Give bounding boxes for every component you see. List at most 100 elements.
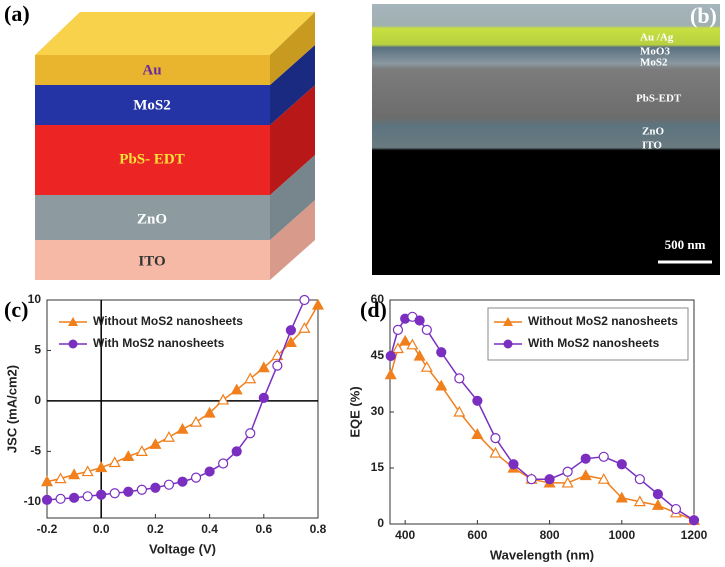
marker — [311, 298, 325, 310]
marker — [385, 350, 396, 362]
x-tick-label: 400 — [395, 528, 415, 542]
marker — [634, 474, 645, 485]
marker — [616, 459, 627, 470]
marker — [218, 458, 229, 469]
x-axis-label: Voltage (V) — [149, 541, 216, 556]
y-tick-label: 0 — [377, 516, 384, 530]
marker — [231, 446, 242, 457]
marker — [245, 428, 256, 439]
marker — [615, 491, 628, 503]
marker — [598, 451, 609, 462]
y-tick-label: -5 — [30, 444, 41, 458]
plot-frame — [46, 299, 319, 519]
legend-marker — [503, 317, 513, 326]
panel-label: (d) — [360, 297, 387, 322]
marker — [298, 322, 311, 333]
marker — [257, 361, 270, 373]
marker — [688, 515, 700, 526]
marker — [109, 488, 120, 499]
marker — [190, 415, 203, 427]
layer-label: MoS2 — [133, 97, 171, 113]
sem-image — [372, 4, 720, 275]
marker — [471, 428, 484, 439]
panel-label: (a) — [4, 1, 30, 26]
marker — [561, 476, 574, 488]
y-tick-label: 0 — [34, 393, 41, 407]
marker — [580, 453, 591, 464]
marker — [413, 349, 426, 361]
marker — [526, 474, 537, 485]
marker — [285, 325, 296, 336]
marker — [436, 347, 447, 358]
marker — [597, 472, 610, 484]
marker — [453, 405, 466, 417]
scale-label: 500 nm — [665, 237, 706, 252]
marker — [204, 466, 215, 477]
marker — [203, 406, 216, 418]
marker — [54, 472, 67, 484]
layer-label: PbS- EDT — [119, 151, 184, 167]
marker — [150, 482, 161, 493]
y-tick-label: 5 — [34, 343, 41, 357]
marker — [272, 360, 283, 371]
marker — [162, 431, 175, 442]
marker — [435, 379, 448, 391]
legend-marker — [68, 317, 78, 326]
marker — [651, 499, 664, 510]
panel-label: (c) — [4, 297, 28, 322]
layer-label: Au — [142, 62, 161, 78]
marker — [82, 491, 93, 502]
series-line — [389, 340, 695, 521]
x-tick-label: 1000 — [608, 528, 635, 542]
marker — [414, 315, 425, 326]
marker — [149, 438, 162, 449]
x-tick-label: 0.6 — [255, 522, 272, 536]
marker — [299, 294, 310, 306]
legend-label: With MoS2 nanosheets — [528, 336, 660, 350]
marker — [562, 466, 573, 477]
y-tick-label: -10 — [24, 494, 42, 508]
marker — [633, 495, 646, 507]
marker — [41, 494, 53, 505]
x-tick-label: 600 — [467, 528, 487, 542]
x-axis-label: Wavelength (nm) — [490, 547, 594, 562]
y-tick-label: 45 — [371, 348, 385, 362]
marker — [135, 445, 148, 456]
layer-label: ITO — [138, 253, 165, 269]
y-axis-label: EQE (%) — [347, 386, 362, 437]
marker — [81, 465, 94, 477]
marker — [399, 334, 412, 346]
marker — [122, 450, 135, 462]
layer-label: ITO — [642, 140, 662, 152]
layer-label: PbS-EDT — [636, 93, 682, 105]
layer-label: MoS2 — [640, 57, 668, 69]
layer-label: ZnO — [137, 211, 167, 227]
x-tick-label: 0.2 — [147, 522, 164, 536]
marker — [579, 469, 592, 481]
marker — [123, 486, 134, 497]
legend-label: Without MoS2 nanosheets — [528, 314, 678, 328]
legend-marker — [503, 339, 513, 349]
y-tick-label: 15 — [371, 460, 385, 474]
layer-label: ZnO — [642, 126, 664, 138]
marker — [244, 372, 257, 384]
marker — [55, 493, 66, 504]
marker — [284, 336, 297, 347]
y-tick-label: 10 — [28, 292, 42, 306]
layer-label: MoO3 — [640, 46, 670, 58]
marker — [40, 475, 54, 487]
marker — [176, 422, 189, 434]
marker — [190, 472, 202, 483]
x-tick-label: 1200 — [681, 528, 708, 542]
marker — [68, 492, 80, 503]
series-line — [46, 304, 319, 483]
marker — [68, 468, 81, 480]
marker — [544, 474, 555, 485]
legend-marker — [68, 339, 78, 349]
legend-frame — [487, 307, 689, 361]
y-axis-label: JSC (mA/cm2) — [4, 365, 19, 453]
x-tick-label: -0.2 — [37, 522, 58, 536]
marker — [489, 446, 502, 458]
marker — [177, 476, 188, 487]
